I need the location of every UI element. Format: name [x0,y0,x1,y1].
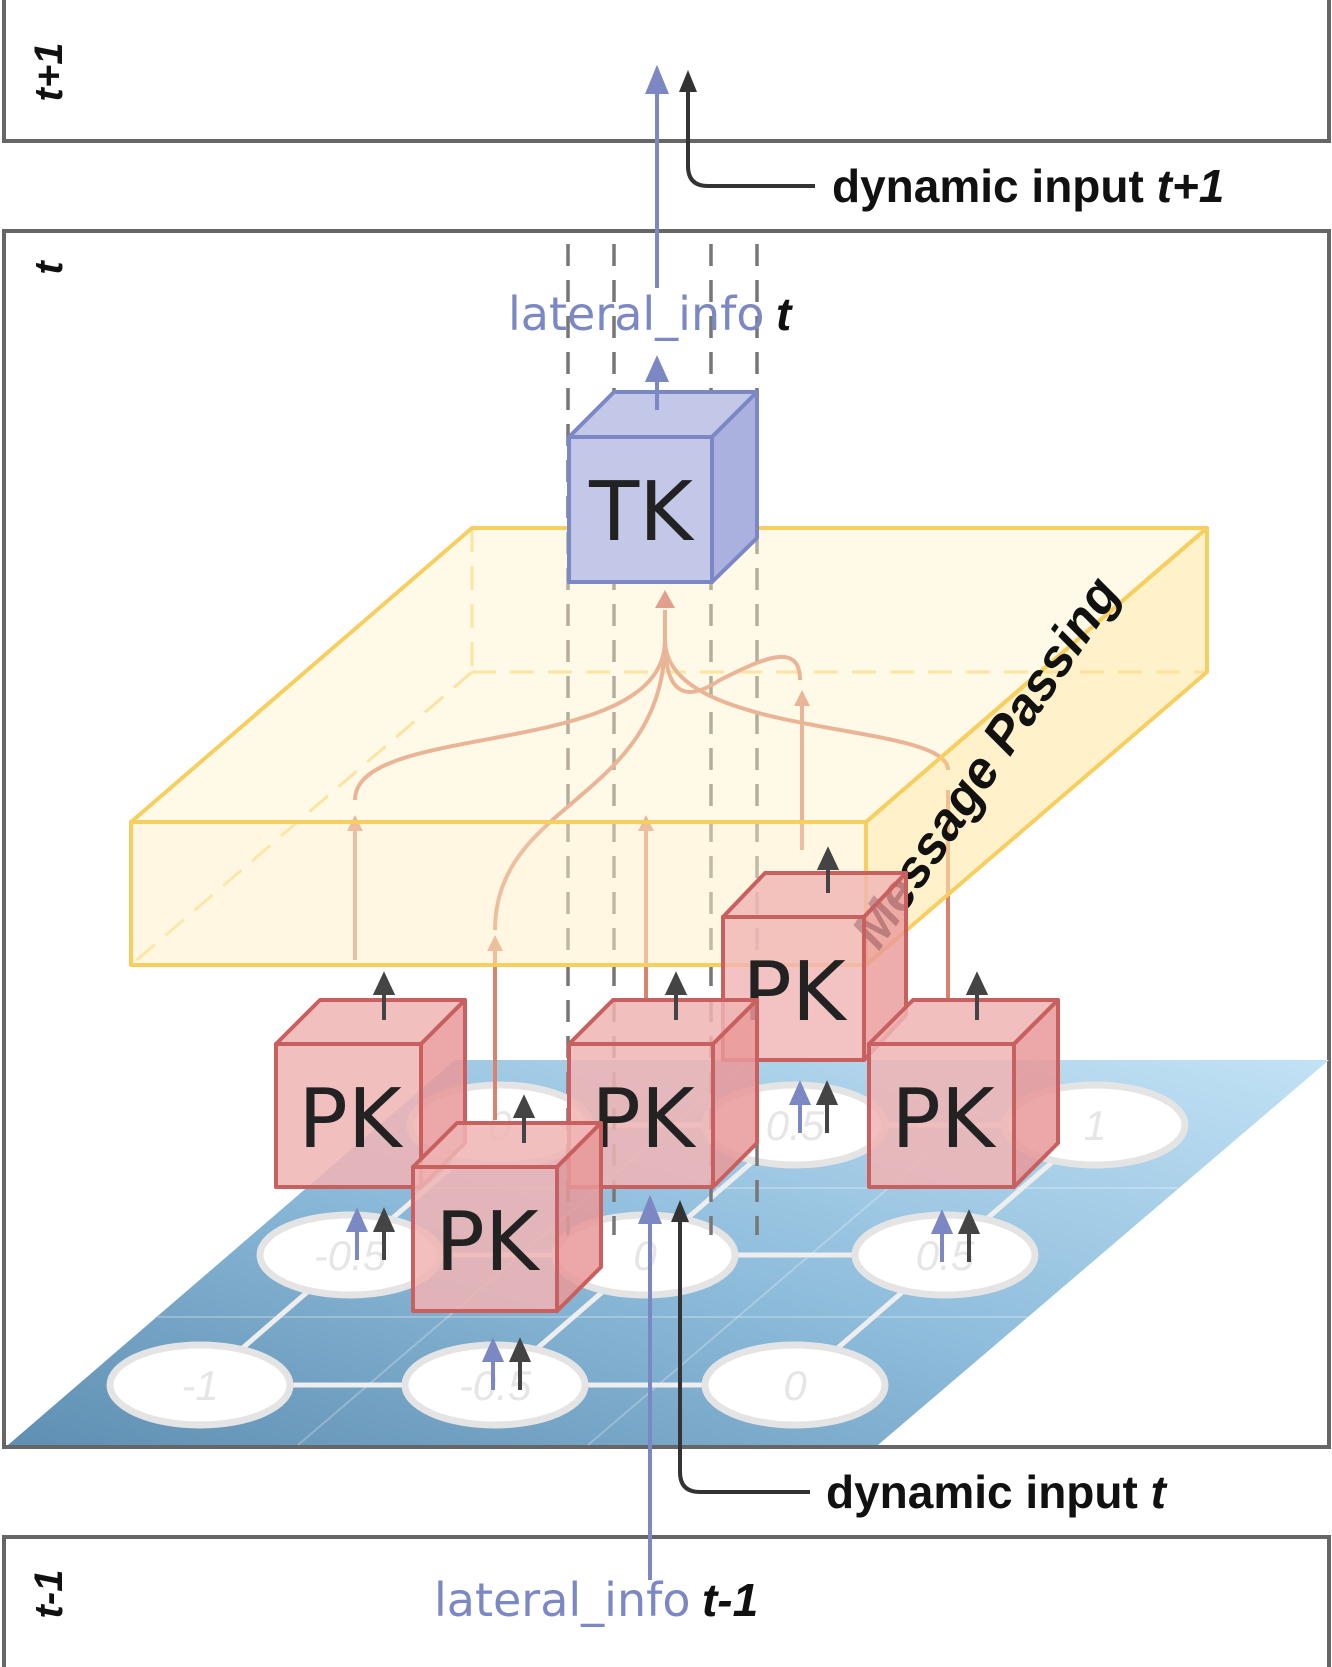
grid-value: 0.5 [766,1102,825,1149]
lateral-info-text: lateral_info [434,1573,690,1627]
dynamic-input-label-next: dynamic input t+1 [832,160,1224,212]
pk-cube-right [867,998,1060,1189]
lateral-info-time: t [776,288,793,340]
frame-label-t: t [27,260,71,275]
pk-cube-back [721,871,908,1062]
tk-cube [567,390,759,584]
grid-value: -1 [181,1362,218,1409]
frame-t-plus-1 [2,0,1331,143]
message-passing-layer [129,526,1209,967]
dynamic-input-time: t [1151,1466,1168,1518]
grid-value: 1 [1083,1102,1106,1149]
dynamic-input-text: dynamic input [832,160,1144,212]
dynamic-input-time: t+1 [1157,160,1225,212]
pk-label: PK [298,1072,403,1167]
dynamic-input-label-current: dynamic input t [826,1466,1168,1518]
frame-t [2,229,1331,1449]
lateral-info-text: lateral_info [508,287,764,341]
lateral-info-label-current: lateral_info t [508,287,793,341]
pk-cube-left [274,998,467,1189]
grid-value: 0 [633,1232,657,1279]
pk-label: PK [591,1072,696,1167]
grid-input-arrows [345,1080,981,1390]
lateral-info-time: t-1 [702,1574,758,1626]
pk-label: PK [742,945,847,1040]
tk-label: TK [588,465,695,560]
dynamic-input-text: dynamic input [826,1466,1138,1518]
grid-value: 0 [783,1362,807,1409]
frame-label-t-minus-1: t-1 [27,1570,71,1619]
dynamic-input-flow [678,90,815,1494]
pk-cube-front [411,1121,603,1313]
frame-t-minus-1 [2,1535,1331,1667]
lateral-info-label-prev: lateral_info t-1 [434,1573,758,1627]
pk-label: PK [891,1072,996,1167]
pk-output-arrow [816,846,840,893]
pk-label: PK [435,1195,540,1290]
lateral-info-flow [638,64,670,1580]
frame-label-t-plus-1: t+1 [27,43,71,102]
dynamic-input-arrow-heads [671,70,697,1222]
grid-value: 0.5 [916,1232,975,1279]
pk-output-arrows [372,971,989,1143]
grid-value: -0.5 [314,1232,387,1279]
